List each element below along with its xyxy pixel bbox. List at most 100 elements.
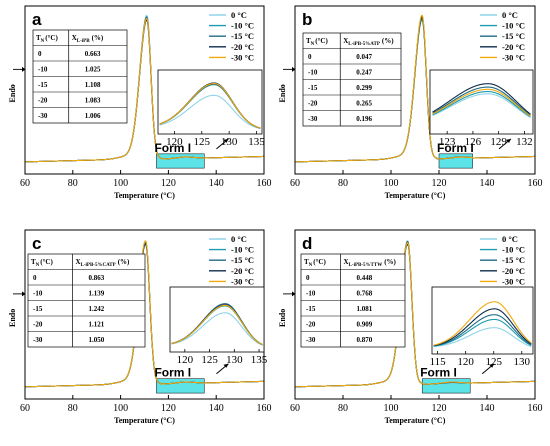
series-line-4 — [24, 240, 265, 388]
x-tick-label: 140 — [209, 178, 224, 189]
inset-tick-label: 130 — [221, 136, 238, 148]
legend-entry: -20 °C — [231, 42, 254, 52]
legend-entry: -10 °C — [502, 245, 525, 255]
inset-frame — [169, 286, 265, 353]
panel-letter: b — [302, 10, 312, 29]
table-header-x: XL-iPB (%) — [72, 34, 104, 44]
table-header-x: XL-iPB-5%TTW (%) — [344, 258, 397, 268]
inset-tick-label: 130 — [226, 354, 243, 366]
x-axis-title: Temperature (°C) — [114, 416, 175, 425]
table-cell-x: 0.196 — [356, 115, 372, 123]
panel-letter: d — [302, 234, 312, 253]
endo-arrow-head — [292, 291, 296, 297]
legend-entry: 0 °C — [502, 10, 518, 20]
x-tick-label: 60 — [20, 403, 30, 414]
crystallinity-table: TN(°C) XL-iPB-5%CATP (%) 0 0.863 -10 1.139 -15 1… — [27, 253, 146, 348]
x-tick-label: 120 — [432, 403, 447, 414]
x-tick-label: 140 — [480, 178, 495, 189]
table-cell-tn: -15 — [33, 305, 43, 313]
inset-series-line-1 — [433, 318, 532, 347]
inset-series-line-3 — [432, 83, 531, 115]
table-cell-x: 0.448 — [357, 274, 373, 282]
series-line-4 — [294, 14, 536, 163]
inset-tick-label: 120 — [166, 136, 183, 148]
x-tick-label: 160 — [528, 178, 543, 189]
inset-tick-label: 132 — [516, 136, 533, 148]
x-tick-label: 100 — [384, 403, 399, 414]
inset-tick-label: 135 — [251, 354, 268, 366]
table-cell-tn: -15 — [306, 305, 316, 313]
table-cell-tn: -30 — [308, 115, 318, 123]
table-cell-tn: -15 — [308, 84, 318, 92]
series-line-4 — [24, 17, 265, 163]
inset-series-line-4 — [432, 88, 531, 117]
x-axis-title: Temperature (°C) — [385, 416, 446, 425]
table-cell-x: 0.299 — [356, 84, 372, 92]
inset-series-line-0 — [432, 93, 531, 119]
table-cell-tn: 0 — [33, 274, 37, 282]
table-cell-x: 1.242 — [88, 305, 104, 313]
legend-entry: -15 °C — [231, 255, 254, 265]
legend-entry: 0 °C — [502, 234, 518, 244]
chart-panel-c: 60 80 100 120 140 160 Temperature (°C) Endo c 0 °… — [8, 229, 272, 425]
x-tick-label: 140 — [209, 403, 224, 414]
table-header-tn: TN(°C) — [36, 34, 58, 44]
table-cell-x: 0.265 — [356, 100, 372, 108]
x-tick-label: 80 — [68, 403, 78, 414]
inset-plot: 120 125 130 135 — [157, 69, 265, 148]
inset-tick-label: 125 — [201, 354, 218, 366]
x-tick-label: 80 — [68, 178, 78, 189]
legend-entry: -30 °C — [231, 52, 254, 62]
inset-series-line-0 — [171, 312, 263, 346]
inset-plot: 115 120 125 130 — [430, 286, 534, 368]
inset-series-line-4 — [159, 83, 261, 129]
legend-entry: -15 °C — [502, 255, 525, 265]
legend-entry: 0 °C — [231, 234, 247, 244]
x-tick-label: 160 — [257, 178, 272, 189]
x-tick-label: 80 — [338, 403, 348, 414]
table-cell-tn: 0 — [306, 274, 310, 282]
form-i-arrow-head — [223, 363, 229, 368]
inset-tick-label: 115 — [430, 356, 447, 368]
plot-frame — [24, 5, 265, 175]
table-cell-x: 0.768 — [357, 290, 373, 298]
x-tick-label: 160 — [528, 403, 543, 414]
endo-arrow-head — [22, 291, 26, 297]
plot-frame — [294, 229, 536, 400]
table-cell-x: 1.081 — [357, 305, 373, 313]
endo-arrow-head — [22, 66, 26, 72]
form-i-highlight — [421, 378, 471, 394]
x-axis-title: Temperature (°C) — [114, 191, 175, 200]
crystallinity-table: TN(°C) XL-iPB-5%TTW (%) 0 0.448 -10 0.768 -15 1.… — [300, 253, 406, 348]
inset-series-line-4 — [171, 304, 263, 346]
x-tick-label: 120 — [432, 178, 447, 189]
table-cell-x: 0.047 — [356, 53, 372, 61]
form-i-arrow-head — [506, 138, 511, 143]
form-i-highlight — [156, 153, 205, 169]
form-i-highlight — [438, 153, 473, 169]
x-tick-label: 100 — [113, 403, 128, 414]
table-cell-x: 0.863 — [88, 274, 104, 282]
form-i-label: Form I — [154, 141, 191, 155]
table-cell-x: 1.139 — [88, 290, 104, 298]
inset-series-line-0 — [433, 327, 532, 348]
x-tick-label: 140 — [480, 403, 495, 414]
x-tick-label: 100 — [113, 178, 128, 189]
inset-tick-label: 125 — [194, 136, 211, 148]
chart-panel-a: 60 80 100 120 140 160 Temperature (°C) Endo a 0 °… — [8, 5, 272, 200]
table-cell-x: 1.083 — [85, 97, 101, 105]
table-cell-tn: -10 — [33, 290, 43, 298]
crystallinity-table: TN(°C) XL-iPB (%) 0 0.663 -10 1.025 -15 1.108 -20… — [32, 29, 128, 124]
table-cell-x: 0.247 — [356, 69, 372, 77]
table-cell-x: 1.050 — [88, 336, 104, 344]
y-axis-title: Endo — [278, 309, 287, 327]
chart-panel-b: 60 80 100 120 140 160 Temperature (°C) Endo b 0 °… — [278, 5, 543, 200]
table-cell-tn: -30 — [33, 336, 43, 344]
table-cell-x: 0.909 — [357, 321, 373, 329]
table-cell-x: 1.006 — [85, 112, 101, 120]
table-cell-tn: 0 — [308, 53, 312, 61]
inset-tick-label: 130 — [514, 356, 531, 368]
inset-series-line-3 — [433, 308, 532, 347]
panel-letter: a — [32, 10, 42, 29]
